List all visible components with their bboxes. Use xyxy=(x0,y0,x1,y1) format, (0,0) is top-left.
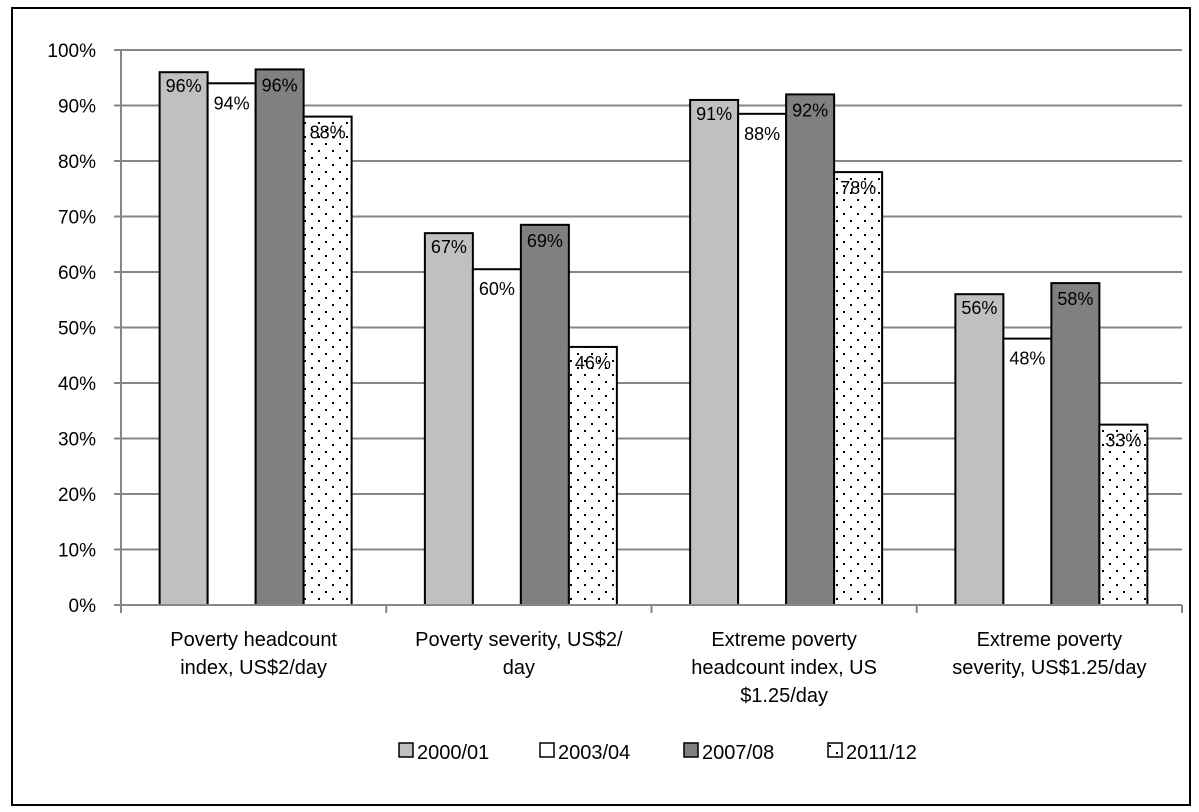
y-tick-label: 100% xyxy=(47,41,96,62)
y-tick-label: 30% xyxy=(58,430,96,451)
bar xyxy=(833,171,884,606)
data-labels: 96% 67% 91% 56% 94% 60% 88% 48% 96% 69% 92% 58% 88% 4… xyxy=(166,75,1142,450)
y-axis: 0% 10% 20% 30% 40% 50% 60% 70% 80% 90% 100% xyxy=(47,41,122,617)
bar xyxy=(954,293,1005,606)
legend: 2000/01 2003/04 2007/08 2011/12 xyxy=(398,742,917,764)
y-tick-label: 80% xyxy=(58,152,96,173)
bar xyxy=(1098,423,1149,606)
legend-swatch xyxy=(398,742,414,758)
y-tick-label: 10% xyxy=(58,541,96,562)
bar xyxy=(1002,337,1053,606)
legend-swatch xyxy=(827,742,843,758)
bar xyxy=(567,345,618,606)
bar xyxy=(785,93,836,607)
bar xyxy=(206,82,257,607)
data-label: 69% xyxy=(527,231,563,251)
bar xyxy=(471,268,522,606)
legend-label: 2007/08 xyxy=(702,742,774,764)
y-tick-label: 0% xyxy=(69,596,97,617)
data-label: 94% xyxy=(214,93,250,113)
bar xyxy=(689,98,740,606)
x-category-label: Extreme poverty severity, US$1.25/day xyxy=(952,629,1146,679)
y-tick-label: 50% xyxy=(58,319,96,340)
bar xyxy=(519,223,570,606)
data-label: 91% xyxy=(696,104,732,124)
y-tick-label: 90% xyxy=(58,97,96,118)
y-tick-label: 70% xyxy=(58,208,96,229)
data-label: 56% xyxy=(961,298,997,318)
bar xyxy=(158,71,209,606)
data-label: 96% xyxy=(262,75,298,95)
data-label: 60% xyxy=(479,279,515,299)
legend-label: 2000/01 xyxy=(417,742,489,764)
data-label: 78% xyxy=(840,178,876,198)
legend-label: 2011/12 xyxy=(846,742,917,764)
x-category-label: Poverty headcount index, US$2/day xyxy=(170,629,337,679)
data-label: 96% xyxy=(166,76,202,96)
bars xyxy=(158,68,1149,607)
data-label: 48% xyxy=(1009,349,1045,369)
data-label: 33% xyxy=(1105,431,1141,451)
data-label: 67% xyxy=(431,237,467,257)
x-category-label: Poverty severity, US$2/day xyxy=(415,629,623,679)
y-tick-label: 40% xyxy=(58,374,96,395)
x-category-label: Extreme poverty headcount index, US $1.25/… xyxy=(691,629,877,707)
bar xyxy=(302,115,353,606)
data-label: 88% xyxy=(744,124,780,144)
bar xyxy=(1050,282,1101,606)
x-axis: Poverty headcount index, US$2/day Poverty … xyxy=(120,604,1183,707)
bar xyxy=(737,112,788,606)
legend-label: 2003/04 xyxy=(558,742,630,764)
bar xyxy=(423,232,474,606)
y-tick-label: 20% xyxy=(58,485,96,506)
legend-swatch xyxy=(539,742,555,758)
data-label: 92% xyxy=(792,100,828,120)
data-label: 58% xyxy=(1057,289,1093,309)
data-label: 88% xyxy=(310,123,346,143)
y-tick-label: 60% xyxy=(58,263,96,284)
data-label: 46% xyxy=(575,353,611,373)
bar xyxy=(254,68,305,607)
legend-swatch xyxy=(683,742,699,758)
